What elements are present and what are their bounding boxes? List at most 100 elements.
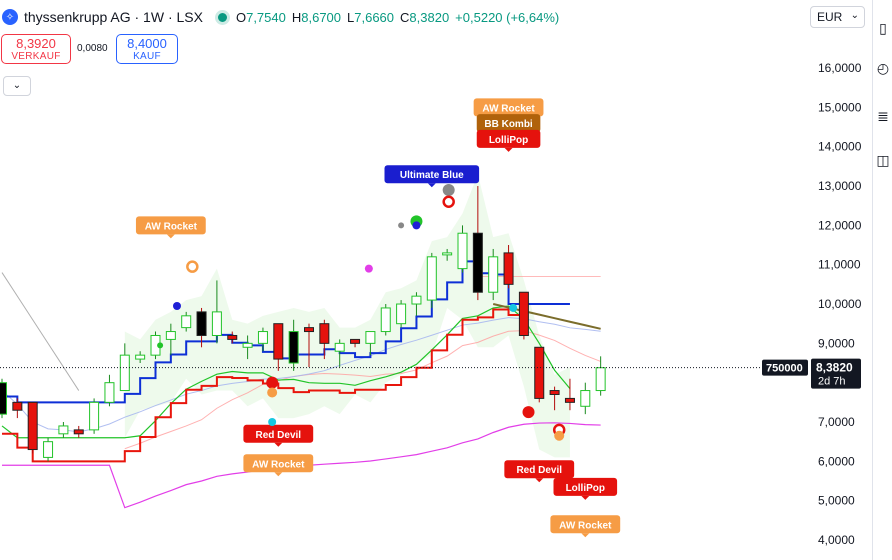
candle bbox=[211, 280, 222, 344]
signal-label-text: Red Devil bbox=[516, 465, 562, 476]
symbol-header: ✧ thyssenkrupp AG · 1W · LSX O 7,7540 H … bbox=[2, 6, 559, 28]
cyan-dot-marker bbox=[509, 303, 518, 312]
candle bbox=[442, 248, 453, 261]
red-ring-marker bbox=[442, 195, 455, 209]
candle bbox=[564, 378, 575, 411]
symbol-title[interactable]: thyssenkrupp AG · 1W · LSX bbox=[24, 9, 203, 25]
red-dot-marker bbox=[522, 406, 535, 419]
candle-body bbox=[426, 256, 437, 301]
candle-body bbox=[411, 295, 422, 305]
collapse-legend-button[interactable]: ⌄ bbox=[3, 76, 31, 96]
candle-body bbox=[0, 382, 7, 415]
signal-label-text: AW Rocket bbox=[252, 459, 305, 470]
currency-select[interactable]: EUR ⌄ bbox=[810, 6, 865, 28]
candle bbox=[181, 311, 192, 332]
list-icon[interactable]: ≣ bbox=[877, 108, 889, 124]
candle bbox=[119, 343, 130, 392]
signal-label: AW Rocket bbox=[243, 454, 314, 477]
alarm-icon[interactable]: ◴ bbox=[876, 60, 890, 76]
lightblue-ma-line bbox=[1, 317, 601, 433]
signal-label-bg bbox=[476, 129, 541, 148]
candle-body bbox=[580, 390, 591, 407]
candle-body bbox=[334, 342, 345, 352]
change-value: +0,5220 (+6,64%) bbox=[455, 9, 560, 25]
candle-body bbox=[472, 232, 483, 293]
candle bbox=[242, 335, 253, 360]
candle-body bbox=[365, 331, 376, 344]
currency-value: EUR bbox=[817, 10, 843, 24]
grey-trace-line bbox=[1, 272, 80, 391]
signal-label-bg bbox=[384, 165, 480, 184]
candle bbox=[27, 401, 38, 454]
buy-button[interactable]: 8,4000 KAUF bbox=[116, 34, 178, 64]
chat-icon[interactable]: ◫ bbox=[876, 152, 890, 168]
candle bbox=[43, 437, 54, 462]
green-band-line bbox=[1, 305, 571, 439]
candle-body bbox=[104, 382, 115, 403]
candle bbox=[104, 374, 115, 407]
green-plus-marker bbox=[157, 342, 164, 349]
candle bbox=[595, 356, 606, 396]
scroll-icon[interactable]: ▯ bbox=[879, 20, 887, 36]
candle-body bbox=[242, 342, 253, 348]
candle-body bbox=[350, 338, 361, 344]
open-value: 7,7540 bbox=[246, 9, 286, 25]
signal-label-bg bbox=[243, 454, 314, 473]
candle bbox=[257, 327, 268, 352]
close-value: 8,3820 bbox=[409, 9, 450, 25]
signal-label-pointer bbox=[535, 478, 544, 483]
low-label: L bbox=[347, 9, 355, 25]
grey-dot-marker bbox=[398, 222, 405, 229]
high-value: 8,6700 bbox=[301, 9, 342, 25]
thyssenkrupp-logo-icon[interactable]: ✧ bbox=[2, 9, 18, 25]
signal-label: AW Rocket bbox=[135, 216, 206, 239]
high-label: H bbox=[291, 9, 302, 25]
cyan-dot-marker bbox=[268, 418, 277, 427]
signal-label-bg bbox=[553, 477, 618, 496]
y-axis-tick-label: 9,0000 bbox=[818, 336, 855, 350]
y-axis-tick-label: 14,0000 bbox=[818, 140, 862, 154]
sell-button[interactable]: 8,3920 VERKAUF bbox=[1, 34, 71, 64]
signal-label-bg bbox=[243, 424, 314, 443]
signal-label-pointer bbox=[274, 442, 283, 447]
candle-body bbox=[503, 252, 514, 285]
candle-body bbox=[73, 429, 84, 435]
y-axis-tick-label: 10,0000 bbox=[818, 297, 862, 311]
signal-label-text: AW Rocket bbox=[482, 103, 535, 114]
candle bbox=[380, 304, 391, 336]
candle bbox=[457, 225, 468, 273]
signal-label: Red Devil bbox=[243, 424, 314, 447]
open-label: O bbox=[235, 9, 247, 25]
candle-body bbox=[135, 354, 146, 360]
candle bbox=[488, 248, 499, 301]
market-status-icon[interactable] bbox=[214, 9, 230, 25]
signal-label-bg bbox=[550, 515, 621, 534]
candle-body bbox=[595, 367, 606, 392]
y-axis-tick-label: 4,0000 bbox=[818, 533, 855, 547]
volume-badge-value: 750000 bbox=[766, 363, 803, 375]
candle-body bbox=[304, 327, 314, 333]
candle-body bbox=[564, 397, 575, 403]
chevron-down-icon: ⌄ bbox=[12, 80, 22, 91]
candle-body bbox=[380, 307, 391, 333]
candle bbox=[365, 331, 376, 356]
orange-dot-marker bbox=[554, 430, 565, 441]
candle bbox=[0, 378, 7, 419]
candle-body bbox=[488, 256, 499, 293]
price-badge-countdown: 2d 7h bbox=[818, 376, 846, 388]
candle-body bbox=[534, 346, 545, 399]
signal-label-text: AW Rocket bbox=[145, 221, 198, 232]
buy-price: 8,4000 bbox=[127, 36, 167, 51]
close-label: C bbox=[400, 9, 410, 25]
candle bbox=[503, 245, 514, 289]
blue-dot-marker bbox=[412, 221, 421, 230]
signal-label: LolliPop bbox=[476, 129, 541, 152]
candle bbox=[334, 339, 345, 367]
sell-label: VERKAUF bbox=[11, 51, 61, 62]
candle bbox=[89, 398, 100, 434]
candle-body bbox=[549, 390, 560, 395]
buy-label: KAUF bbox=[133, 51, 161, 62]
signal-label: Ultimate Blue bbox=[384, 165, 480, 188]
signal-label-pointer bbox=[274, 472, 283, 477]
